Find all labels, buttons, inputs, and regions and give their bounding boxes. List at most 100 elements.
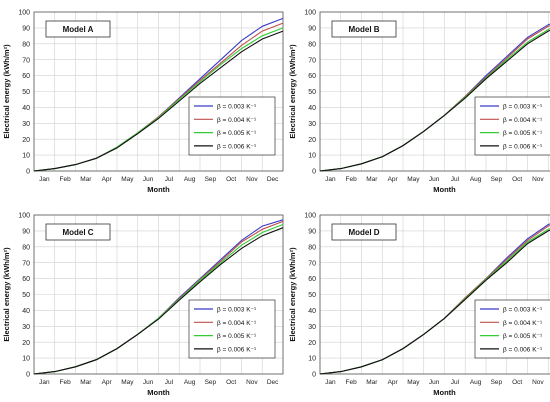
x-tick-label: Feb (60, 176, 72, 183)
x-tick-label: Jan (325, 176, 336, 183)
y-tick-label: 60 (308, 276, 316, 283)
x-tick-label: Mar (366, 379, 378, 386)
x-tick-label: May (407, 176, 420, 183)
x-tick-label: Apr (388, 379, 399, 386)
legend-label: β = 0.004 K⁻¹ (217, 320, 257, 327)
x-tick-label: Apr (388, 176, 399, 183)
x-tick-label: Aug (470, 379, 482, 386)
y-tick-label: 30 (22, 324, 30, 331)
series-line (33, 30, 284, 172)
series-line (319, 229, 550, 375)
y-tick-label: 60 (308, 73, 316, 80)
x-tick-label: Mar (366, 176, 378, 183)
x-tick-label: Jul (451, 379, 460, 386)
x-tick-label: Oct (226, 176, 236, 183)
legend-label: β = 0.006 K⁻¹ (503, 346, 543, 353)
x-tick-label: Mar (80, 176, 92, 183)
chart-title: Model B (348, 25, 379, 34)
y-tick-label: 50 (22, 89, 30, 96)
plot-frame (319, 11, 550, 172)
legend-label: β = 0.006 K⁻¹ (217, 346, 257, 353)
x-axis-title: Month (433, 185, 456, 194)
legend-label: β = 0.004 K⁻¹ (503, 117, 543, 124)
legend-label: β = 0.005 K⁻¹ (217, 333, 257, 340)
chart-panel: 0 10 20 30 40 50 60 70 80 90 100 Jan Feb Mar Apr May Jun… (288, 213, 550, 397)
x-axis-title: Month (147, 388, 170, 397)
y-tick-label: 40 (22, 105, 30, 112)
plot-frame (319, 214, 550, 375)
y-tick-label: 30 (308, 324, 316, 331)
y-axis-title: Electrical energy (kWh/m²) (2, 44, 11, 139)
y-tick-label: 20 (22, 340, 30, 347)
x-tick-label: Feb (60, 379, 72, 386)
x-tick-label: Jun (429, 176, 440, 183)
x-tick-label: Nov (532, 379, 544, 386)
x-tick-label: Jul (451, 176, 460, 183)
x-tick-label: Oct (226, 379, 236, 386)
x-tick-label: Jun (429, 379, 440, 386)
x-tick-label: Jan (325, 379, 336, 386)
x-tick-label: Mar (80, 379, 92, 386)
y-tick-label: 0 (312, 372, 316, 379)
x-tick-label: Oct (512, 176, 522, 183)
legend-label: β = 0.003 K⁻¹ (217, 307, 257, 314)
y-tick-label: 20 (308, 340, 316, 347)
y-axis-title: Electrical energy (kWh/m²) (288, 44, 297, 139)
chart-panel: 0 10 20 30 40 50 60 70 80 90 100 Jan Feb Mar Apr May Jun… (288, 10, 550, 194)
legend-label: β = 0.003 K⁻¹ (217, 104, 257, 111)
series-line (319, 29, 550, 172)
x-axis-title: Month (147, 185, 170, 194)
y-tick-label: 10 (22, 153, 30, 160)
y-tick-label: 0 (312, 169, 316, 176)
x-tick-label: Jan (39, 176, 50, 183)
x-tick-label: Jun (143, 176, 154, 183)
chart-title-box (45, 20, 111, 38)
legend-label: β = 0.004 K⁻¹ (217, 117, 257, 124)
legend-label: β = 0.005 K⁻¹ (217, 130, 257, 137)
x-tick-label: Feb (346, 176, 358, 183)
x-tick-label: Feb (346, 379, 358, 386)
y-tick-label: 60 (22, 73, 30, 80)
y-tick-label: 30 (308, 121, 316, 128)
x-tick-label: Apr (102, 176, 113, 183)
x-tick-label: Jul (165, 379, 174, 386)
x-tick-label: Aug (184, 176, 196, 183)
x-tick-label: May (407, 379, 420, 386)
x-tick-label: Dec (267, 379, 279, 386)
x-tick-label: Aug (470, 176, 482, 183)
y-tick-label: 90 (308, 229, 316, 236)
x-axis-title: Month (433, 388, 456, 397)
legend-label: β = 0.004 K⁻¹ (503, 320, 543, 327)
y-tick-label: 100 (18, 213, 30, 220)
y-tick-label: 80 (22, 41, 30, 48)
y-tick-label: 70 (308, 57, 316, 64)
legend-label: β = 0.006 K⁻¹ (217, 143, 257, 150)
y-tick-label: 80 (22, 244, 30, 251)
y-tick-label: 20 (22, 137, 30, 144)
x-tick-label: Aug (184, 379, 196, 386)
chart-title-box (331, 20, 397, 38)
x-tick-label: Sep (491, 379, 503, 386)
x-tick-label: Jun (143, 379, 154, 386)
y-tick-label: 10 (308, 356, 316, 363)
y-tick-label: 50 (22, 292, 30, 299)
chart-title: Model D (348, 228, 379, 237)
x-tick-label: Apr (102, 379, 113, 386)
x-tick-label: Sep (205, 176, 217, 183)
x-tick-label: May (121, 379, 134, 386)
y-tick-label: 80 (308, 41, 316, 48)
y-tick-label: 100 (304, 10, 316, 17)
chart-title-box (45, 223, 111, 241)
x-tick-label: May (121, 176, 134, 183)
y-tick-label: 10 (308, 153, 316, 160)
x-tick-label: Oct (512, 379, 522, 386)
y-tick-label: 90 (22, 229, 30, 236)
x-tick-label: Nov (532, 176, 544, 183)
y-tick-label: 0 (26, 372, 30, 379)
y-tick-label: 50 (308, 89, 316, 96)
x-tick-label: Sep (205, 379, 217, 386)
legend-label: β = 0.005 K⁻¹ (503, 130, 543, 137)
y-tick-label: 100 (304, 213, 316, 220)
legend-label: β = 0.006 K⁻¹ (503, 143, 543, 150)
